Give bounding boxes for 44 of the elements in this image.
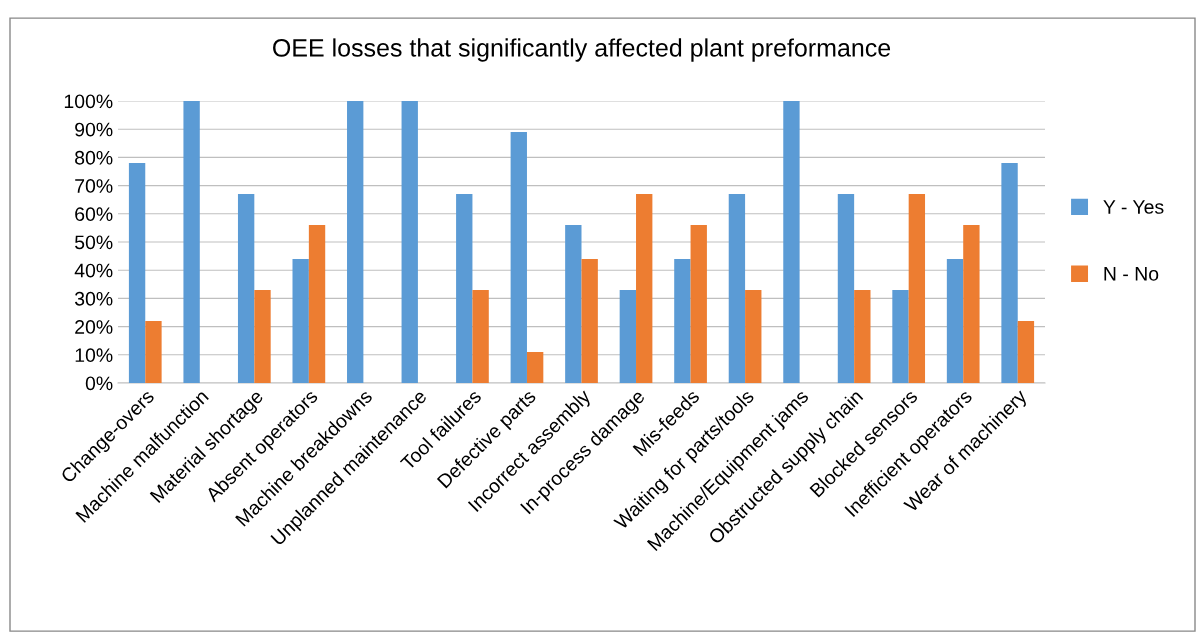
- legend-label: Y - Yes: [1103, 200, 1164, 214]
- bar: [581, 258, 598, 383]
- bar: [892, 289, 909, 383]
- bar: [472, 289, 489, 383]
- bar: [456, 194, 473, 383]
- bar: [783, 101, 800, 383]
- bar: [1017, 320, 1035, 383]
- y-tick-label: 20%: [75, 320, 113, 334]
- y-tick-label: 40%: [74, 263, 113, 278]
- bar: [636, 194, 653, 383]
- bar: [565, 225, 582, 383]
- bar: [183, 101, 200, 383]
- bar: [946, 258, 964, 383]
- chart-title: OEE losses that significantly affected plant preformance: [273, 38, 891, 62]
- bar: [237, 194, 255, 383]
- bar: [908, 194, 926, 383]
- y-tick-label: 50%: [75, 235, 113, 250]
- bar: [674, 258, 691, 383]
- legend-label: N - No: [1104, 267, 1159, 281]
- bar: [745, 289, 762, 383]
- y-tick-label: 10%: [75, 348, 113, 363]
- y-tick-label: 60%: [75, 207, 113, 222]
- bar: [308, 225, 326, 383]
- y-tick-label: 70%: [75, 179, 113, 193]
- bar: [510, 132, 527, 383]
- bar: [145, 320, 162, 383]
- bar: [690, 225, 707, 383]
- bar: [619, 289, 637, 383]
- y-tick-label: 80%: [75, 150, 113, 165]
- bar: [128, 163, 146, 383]
- bar: [854, 289, 871, 383]
- bar: [963, 225, 980, 383]
- y-tick-label: 90%: [75, 122, 113, 137]
- bar: [292, 258, 309, 383]
- bar: [526, 351, 544, 383]
- y-tick-label: 100%: [64, 94, 113, 109]
- bar: [347, 101, 364, 383]
- y-tick-label: 0%: [85, 376, 113, 391]
- bar: [401, 101, 418, 383]
- bar: [1001, 163, 1018, 383]
- bar: [837, 194, 855, 383]
- bar: [728, 194, 746, 383]
- y-tick-label: 30%: [74, 291, 113, 306]
- bar: [254, 289, 271, 383]
